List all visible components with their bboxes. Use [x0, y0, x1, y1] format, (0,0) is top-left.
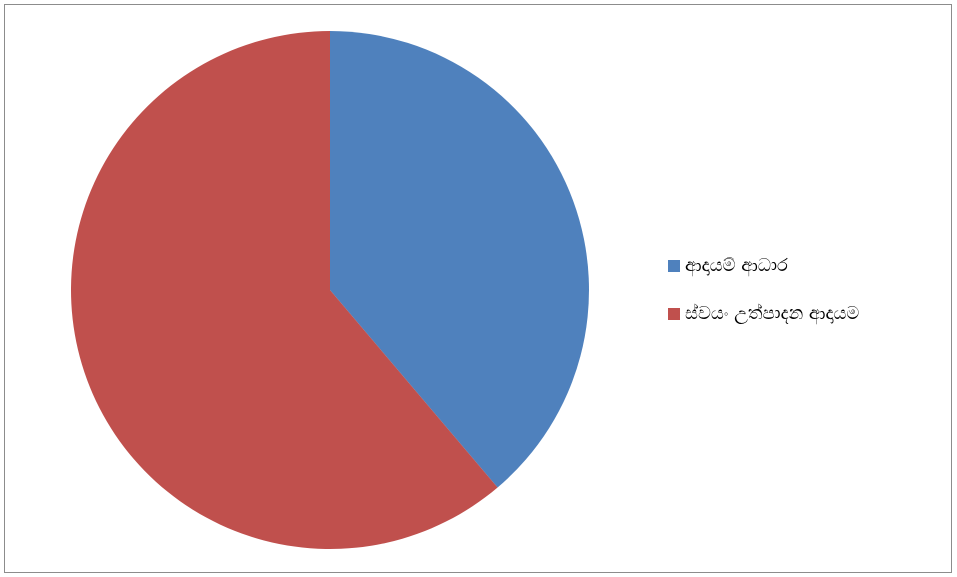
pie-slice-income-aid	[330, 31, 589, 488]
legend-label-self-generated-income: ස්වයං උත්පාදන ආදායම	[685, 303, 860, 324]
legend: ආදායම් ආධාර ස්වයං උත්පාදන ආදායම	[668, 253, 859, 349]
pie-slices	[70, 31, 589, 549]
legend-item-self-generated-income: ස්වයං උත්පාදන ආදායම	[668, 301, 859, 327]
legend-item-income-aid: ආදායම් ආධාර	[668, 253, 859, 279]
pie-slice-self-generated-income	[70, 31, 498, 549]
legend-swatch-income-aid	[668, 260, 680, 272]
legend-swatch-self-generated-income	[668, 308, 680, 320]
legend-label-income-aid: ආදායම් ආධාර	[685, 255, 788, 276]
